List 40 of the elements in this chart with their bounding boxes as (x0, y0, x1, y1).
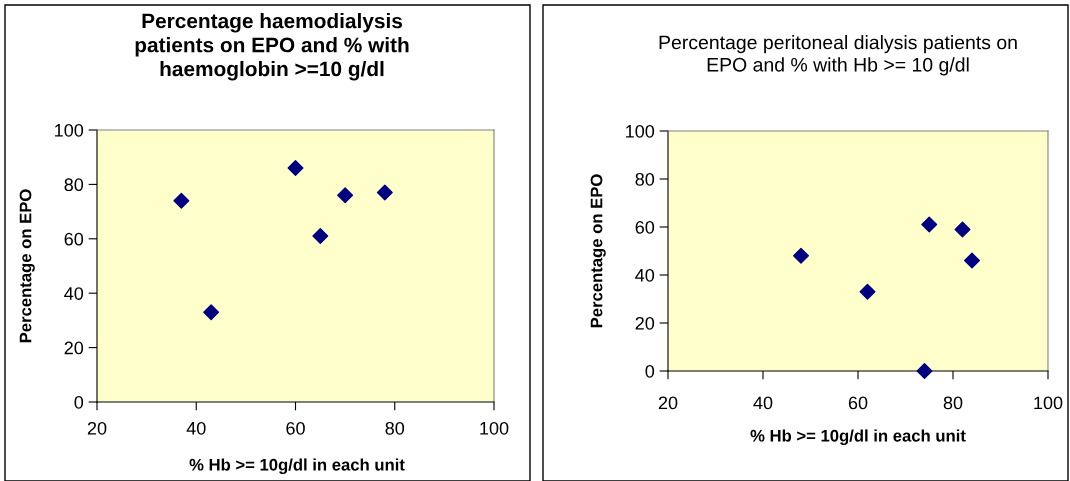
x-tick-label: 80 (943, 396, 963, 410)
point (859, 283, 876, 300)
y-axis-title: Percentage on EPO (590, 174, 606, 328)
y-tick-label: 40 (64, 287, 84, 300)
chart-title: Percentage peritoneal dialysis patients on EPO and % with Hb >= 10 g/dl (659, 35, 1017, 76)
x-tick-label: 60 (848, 396, 868, 410)
y-tick-label: 20 (64, 341, 84, 355)
x-tick-label: 100 (1034, 396, 1063, 410)
y-axis-title: Percentage on EPO (19, 189, 35, 343)
x-axis-title: % Hb >= 10g/dl in each unit (189, 458, 405, 474)
y-tick-label: 40 (635, 268, 655, 282)
point (173, 192, 190, 209)
point (954, 221, 971, 238)
y-tick-label: 60 (64, 232, 84, 246)
x-tick-label: 40 (753, 396, 773, 410)
x-tick-label: 40 (186, 421, 206, 435)
point (287, 160, 304, 177)
point (916, 363, 933, 379)
y-tick-label: 20 (635, 316, 655, 330)
x-axis-title: % Hb >= 10g/dl in each unit (750, 429, 966, 445)
point (793, 247, 809, 264)
y-tick-label: 80 (64, 178, 84, 192)
y-tick-label: 80 (635, 172, 655, 186)
y-tick-label: 100 (55, 123, 84, 137)
x-tick-label: 20 (87, 421, 107, 435)
point (203, 304, 220, 321)
point (921, 216, 938, 233)
point (964, 252, 980, 269)
x-tick-label: 20 (658, 396, 678, 410)
point (376, 184, 393, 201)
y-tick-label: 0 (74, 395, 84, 409)
point (312, 228, 329, 245)
chart-title: Percentage haemodialysis patients on EPO and % with haemoglobin >=10 g/dl (135, 13, 409, 81)
y-tick-label: 100 (626, 124, 655, 138)
point (337, 187, 354, 204)
y-tick-label: 0 (645, 364, 655, 378)
x-tick-label: 60 (286, 421, 305, 435)
x-tick-label: 80 (385, 421, 405, 435)
x-tick-label: 100 (480, 421, 509, 435)
y-tick-label: 60 (635, 220, 655, 234)
